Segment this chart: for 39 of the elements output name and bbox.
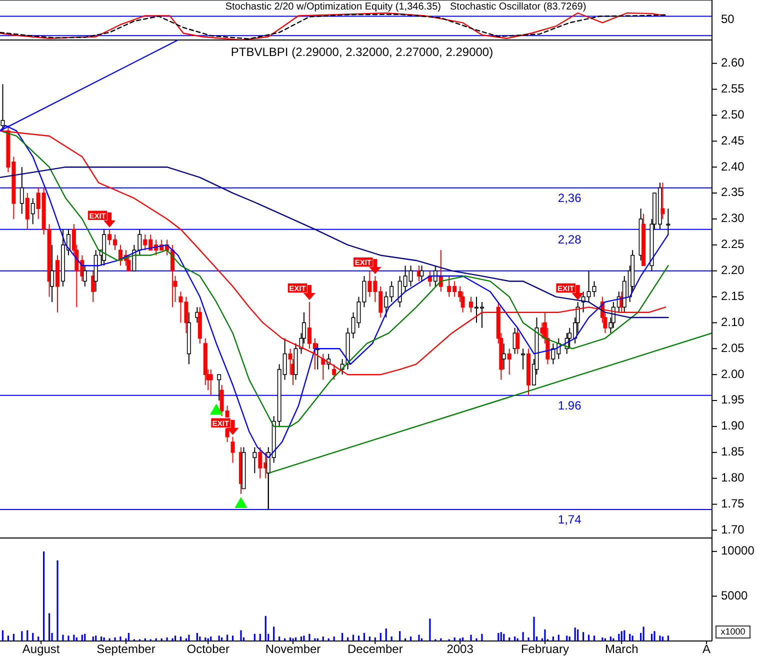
x-tick-label: September [96, 642, 156, 656]
y-tick-label: 2.20 [721, 263, 745, 278]
text: PTBVLBPI (2.29000, 2.32000, 2.27000, 2.29000) [230, 45, 494, 60]
x-tick-label: March [604, 642, 638, 656]
y-tick-label: 1.75 [721, 496, 745, 510]
x-tick-label: February [520, 642, 569, 656]
y-tick-label: 2.30 [721, 211, 745, 226]
y-tick-label: 1.85 [721, 444, 745, 459]
x-tick-label: December [347, 642, 403, 656]
y-tick-label: 1.70 [721, 522, 745, 536]
y-tick-label: 5000 [721, 588, 748, 602]
y-tick-label: 10000 [721, 544, 755, 558]
y-tick-label: 2.35 [721, 185, 745, 200]
y-tick-label: 2.50 [721, 107, 745, 122]
y-tick-label: 2.40 [721, 159, 745, 174]
y-tick-label: 2.05 [721, 340, 745, 355]
y-tick-label: 2.25 [721, 237, 745, 252]
x-tick-label: A [702, 642, 711, 656]
ref-line-label: 1.96 [558, 398, 582, 412]
x-tick-label: November [265, 642, 321, 656]
ref-line-label: 2,28 [558, 232, 582, 246]
y-tick-label: 1.80 [721, 470, 745, 485]
x-tick-label: August [22, 642, 60, 656]
text: 50 [721, 12, 735, 26]
y-tick-label: 2.60 [721, 56, 745, 70]
y-axis-title: x1000 [720, 626, 746, 636]
text: Stochastic 2/20 w/Optimization Equity (1,346.35) [225, 2, 441, 13]
y-tick-label: 2.45 [721, 133, 745, 148]
y-tick-label: 2.00 [721, 366, 745, 381]
ref-line-label: 2,36 [558, 190, 582, 205]
y-tick-label: 1.95 [721, 392, 745, 407]
x-tick-label: 2003 [446, 642, 474, 656]
y-tick-label: 2.55 [721, 81, 745, 96]
chart-title: Stochastic Oscillator (83.7269) [450, 2, 586, 13]
x-tick-label: October [186, 642, 230, 656]
y-tick-label: 2.15 [721, 288, 745, 303]
y-tick-label: 2.10 [721, 314, 745, 329]
y-tick-label: 1.90 [721, 418, 745, 433]
ref-line-label: 1,74 [558, 512, 582, 526]
